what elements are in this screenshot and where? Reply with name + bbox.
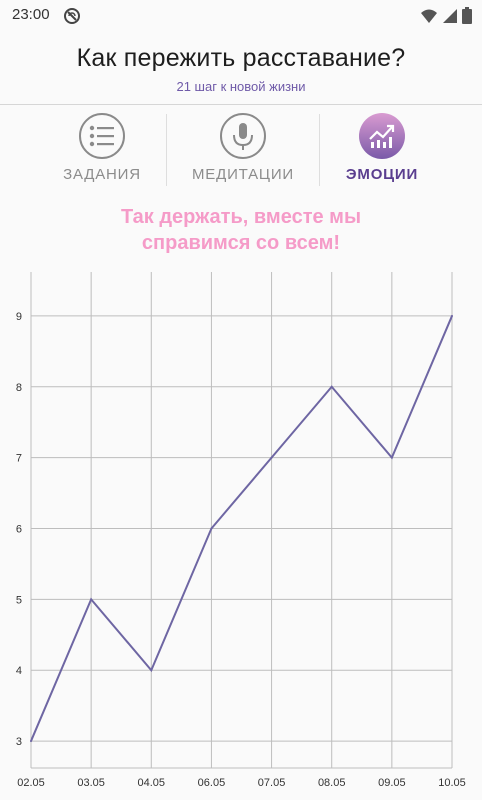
- emotion-line-chart: 3 4 5 6 7 8 9 02.05 03.05 04.05 06.05 07.05 08.05 09.…: [16, 272, 466, 789]
- motivation-line-1: Так держать, вместе мы: [120, 206, 362, 228]
- data-point: [270, 456, 273, 459]
- x-tick-label: 02.05: [17, 777, 45, 789]
- y-tick-label: 6: [16, 524, 22, 536]
- page-header: Как пережить расставание? 21 шаг к новой…: [0, 30, 482, 104]
- data-point: [330, 385, 333, 388]
- x-tick-label: 08.05: [318, 777, 346, 789]
- page-subtitle: 21 шаг к новой жизни: [176, 79, 306, 94]
- y-tick-label: 5: [16, 594, 22, 606]
- battery-icon: [462, 7, 472, 29]
- header-divider: [0, 104, 482, 105]
- x-tick-label: 07.05: [258, 777, 286, 789]
- wifi-icon: [420, 8, 438, 29]
- x-tick-label: 04.05: [138, 777, 166, 789]
- y-tick-label: 7: [16, 453, 22, 465]
- tab-emotions[interactable]: ЭМОЦИИ: [312, 112, 452, 190]
- motivation-message: Так держать, вместе мы справимся со всем…: [0, 204, 482, 256]
- status-time: 23:00: [12, 6, 50, 23]
- x-tick-label: 06.05: [198, 777, 226, 789]
- checklist-icon: [79, 113, 125, 159]
- y-tick-label: 9: [16, 311, 22, 323]
- data-point: [210, 527, 213, 530]
- tab-separator: [319, 114, 320, 186]
- data-point: [90, 598, 93, 601]
- tab-meditations[interactable]: МЕДИТАЦИИ: [173, 112, 313, 190]
- microphone-icon: [220, 113, 266, 159]
- y-tick-label: 8: [16, 382, 22, 394]
- y-tick-label: 4: [16, 665, 22, 677]
- tab-meditations-label: МЕДИТАЦИИ: [192, 166, 294, 183]
- x-tick-label: 10.05: [438, 777, 466, 789]
- emotion-series-line: [30, 315, 453, 742]
- tab-emotions-label: ЭМОЦИИ: [345, 166, 419, 183]
- x-tick-label: 03.05: [77, 777, 105, 789]
- data-point: [30, 740, 32, 743]
- signal-icon: [442, 8, 458, 29]
- data-point: [150, 669, 153, 672]
- tab-tasks[interactable]: ЗАДАНИЯ: [32, 112, 172, 190]
- page-title: Как пережить расставание?: [76, 44, 406, 72]
- y-tick-label: 3: [16, 736, 22, 748]
- data-point: [451, 314, 453, 317]
- tab-separator: [166, 114, 167, 186]
- x-tick-label: 09.05: [378, 777, 406, 789]
- status-bar: 23:00: [0, 0, 482, 30]
- tab-tasks-label: ЗАДАНИЯ: [63, 166, 141, 183]
- motivation-line-2: справимся со всем!: [141, 232, 341, 254]
- data-point: [390, 456, 393, 459]
- do-not-disturb-icon: [63, 7, 81, 30]
- trending-up-icon: [359, 113, 405, 159]
- tab-bar: ЗАДАНИЯ МЕДИТАЦИИ ЭМОЦИ: [0, 112, 482, 190]
